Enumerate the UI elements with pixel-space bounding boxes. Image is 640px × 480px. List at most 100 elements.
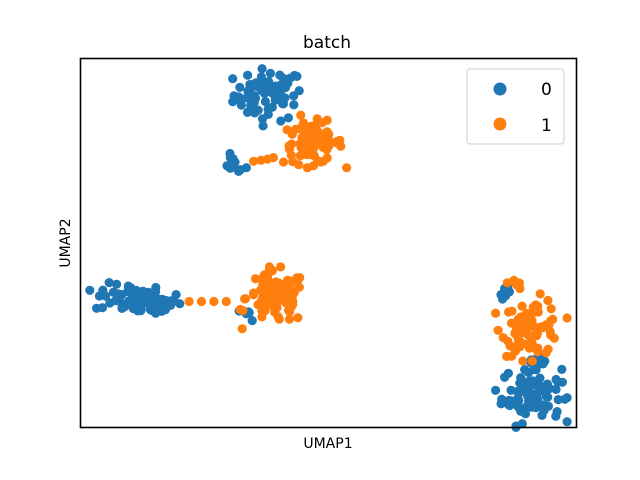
point-batch-1 <box>491 308 501 318</box>
point-batch-0 <box>228 157 238 167</box>
point-batch-0 <box>175 299 185 309</box>
chart-title: batch <box>303 33 351 53</box>
point-batch-0 <box>249 91 260 101</box>
point-batch-0 <box>562 393 572 403</box>
point-batch-1 <box>498 333 508 343</box>
point-batch-1 <box>535 289 545 299</box>
point-batch-1 <box>288 296 298 306</box>
point-batch-1 <box>261 277 272 287</box>
point-batch-1 <box>238 306 248 316</box>
point-batch-0 <box>247 316 257 326</box>
point-batch-1 <box>248 288 259 298</box>
point-batch-1 <box>256 285 266 295</box>
point-batch-0 <box>133 306 143 316</box>
point-batch-1 <box>250 274 261 284</box>
point-batch-1 <box>274 314 284 324</box>
point-batch-1 <box>302 163 312 173</box>
point-batch-1 <box>310 127 320 137</box>
point-batch-0 <box>241 163 251 173</box>
point-batch-1 <box>287 129 297 139</box>
point-batch-0 <box>150 304 160 314</box>
legend: 0 1 <box>466 68 565 145</box>
point-batch-0 <box>112 279 122 289</box>
point-batch-0 <box>557 364 567 374</box>
point-batch-1 <box>196 296 207 307</box>
point-batch-0 <box>267 102 277 112</box>
point-batch-0 <box>290 70 300 81</box>
point-batch-0 <box>491 385 501 395</box>
point-batch-0 <box>268 86 278 96</box>
point-batch-0 <box>257 64 267 74</box>
point-batch-0 <box>260 96 270 107</box>
x-axis-label: UMAP1 <box>303 436 352 452</box>
point-batch-1 <box>507 306 517 316</box>
point-batch-1 <box>517 301 527 311</box>
point-batch-0 <box>117 303 127 313</box>
point-batch-1 <box>505 341 515 351</box>
point-batch-0 <box>97 303 107 313</box>
point-batch-0 <box>553 377 563 387</box>
point-batch-1 <box>284 144 295 154</box>
point-batch-0 <box>85 285 95 295</box>
point-batch-1 <box>562 313 572 323</box>
point-batch-0 <box>514 389 524 399</box>
point-batch-1 <box>319 134 330 144</box>
point-batch-1 <box>546 330 556 340</box>
y-axis-label: UMAP2 <box>58 218 74 267</box>
point-batch-0 <box>513 402 523 412</box>
point-batch-1 <box>527 356 537 366</box>
point-batch-1 <box>300 135 310 145</box>
legend-marker-1 <box>493 117 507 131</box>
point-batch-0 <box>124 296 134 306</box>
point-batch-1 <box>525 337 535 347</box>
point-batch-1 <box>533 347 543 357</box>
point-batch-0 <box>263 109 273 119</box>
point-batch-0 <box>516 373 526 383</box>
point-batch-1 <box>548 314 558 324</box>
point-batch-1 <box>510 328 520 338</box>
point-batch-1 <box>301 149 312 160</box>
point-batch-1 <box>506 318 517 328</box>
point-batch-0 <box>539 406 549 416</box>
point-batch-0 <box>228 74 238 84</box>
point-batch-0 <box>234 92 244 102</box>
point-batch-0 <box>151 282 161 293</box>
point-batch-1 <box>532 328 543 338</box>
point-batch-0 <box>250 80 260 90</box>
point-batch-0 <box>524 367 534 378</box>
point-batch-1 <box>326 137 336 147</box>
point-batch-1 <box>296 110 306 120</box>
point-batch-0 <box>136 296 146 306</box>
point-batch-1 <box>293 275 303 285</box>
data-points <box>85 64 572 432</box>
point-batch-0 <box>520 409 531 419</box>
point-batch-0 <box>257 85 267 96</box>
point-batch-0 <box>249 97 259 108</box>
point-batch-0 <box>235 82 245 92</box>
point-batch-0 <box>542 379 553 389</box>
point-batch-0 <box>265 68 275 78</box>
point-batch-0 <box>527 376 538 386</box>
point-batch-0 <box>278 73 288 83</box>
point-batch-1 <box>533 301 543 311</box>
point-batch-1 <box>515 342 525 352</box>
point-batch-0 <box>533 394 543 404</box>
point-batch-0 <box>258 121 268 131</box>
point-batch-0 <box>541 391 551 401</box>
point-batch-1 <box>316 157 326 167</box>
point-batch-0 <box>276 116 286 126</box>
point-batch-1 <box>267 286 277 296</box>
point-batch-0 <box>236 100 246 110</box>
point-batch-0 <box>283 113 293 123</box>
point-batch-1 <box>514 314 524 324</box>
point-batch-1 <box>285 283 295 293</box>
point-batch-0 <box>503 368 513 378</box>
point-batch-1 <box>256 297 266 307</box>
point-batch-1 <box>284 314 295 324</box>
point-batch-1 <box>302 123 312 133</box>
point-batch-1 <box>267 300 277 310</box>
point-batch-0 <box>243 70 253 80</box>
point-batch-0 <box>497 294 508 304</box>
point-batch-0 <box>531 403 541 413</box>
